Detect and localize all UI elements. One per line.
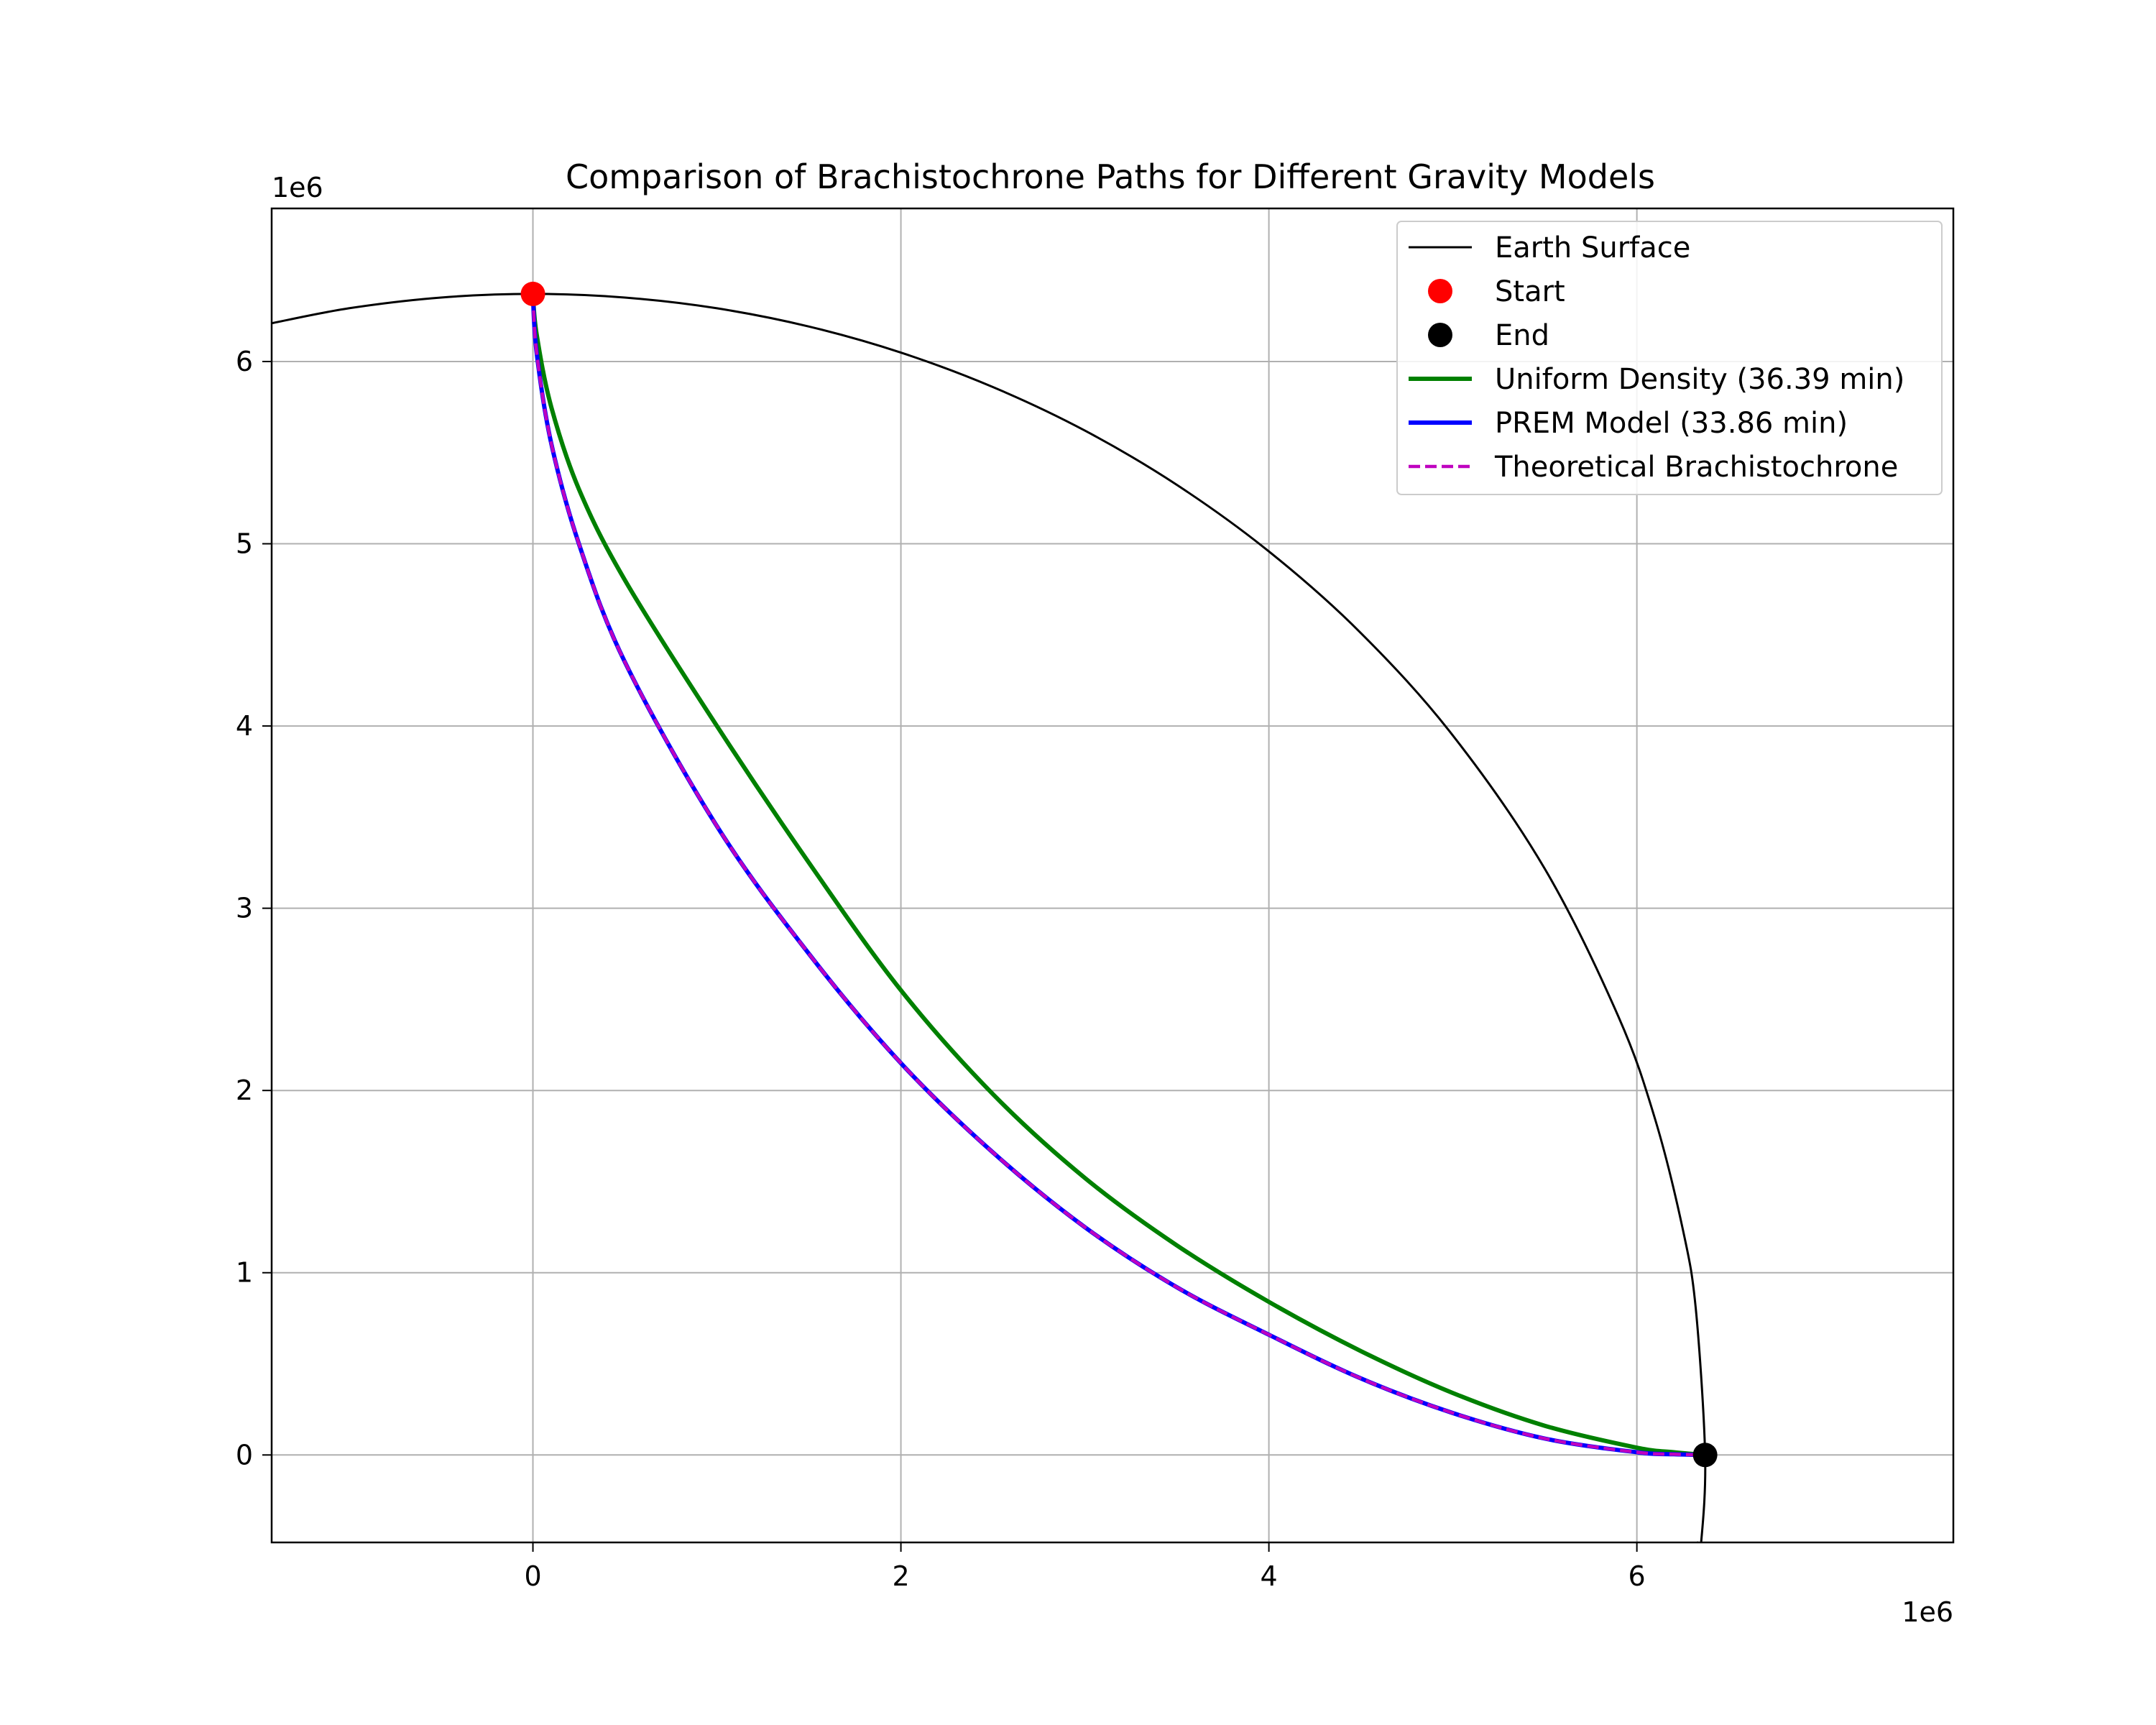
y-tick-label: 0 (236, 1439, 253, 1471)
legend-label: Theoretical Brachistochrone (1494, 451, 1898, 484)
y-tick-label: 3 (236, 893, 253, 924)
chart-title: Comparison of Brachistochrone Paths for … (566, 157, 1655, 196)
legend-label: PREM Model (33.86 min) (1495, 407, 1848, 440)
legend-item-start: Start (1428, 275, 1565, 308)
legend-label: End (1495, 319, 1549, 352)
end-marker (1692, 1443, 1718, 1468)
x-tick-label: 0 (524, 1560, 541, 1592)
y-tick-label: 4 (236, 710, 253, 742)
x-tick-label: 4 (1261, 1560, 1278, 1592)
y-tick-label: 5 (236, 528, 253, 560)
legend-item-uniform-density: Uniform Density (36.39 min) (1409, 363, 1904, 396)
legend-label: Start (1495, 275, 1565, 308)
y-tick-label: 1 (236, 1257, 253, 1289)
start-marker (520, 281, 545, 306)
legend-marker (1428, 279, 1452, 303)
x-tick-label: 6 (1628, 1560, 1646, 1592)
x-tick-label: 2 (892, 1560, 909, 1592)
legend-item-theoretical-brachistochrone: Theoretical Brachistochrone (1409, 451, 1898, 484)
uniform-density-line (530, 293, 1705, 1458)
earth-surface-line (272, 293, 1707, 1542)
legend-marker (1428, 323, 1452, 347)
legend-item-prem-model: PREM Model (33.86 min) (1409, 407, 1848, 440)
legend-box (1396, 221, 1943, 495)
plot-series (272, 281, 1718, 1542)
legend-label: Earth Surface (1495, 231, 1690, 264)
y-tick-label: 2 (236, 1075, 253, 1106)
legend-item-earth-surface: Earth Surface (1409, 231, 1690, 264)
axis-ticks: 0 2 4 6 0 1 2 3 4 5 6 (236, 346, 1646, 1592)
legend-label: Uniform Density (36.39 min) (1495, 363, 1904, 396)
legend: Earth Surface Start End Uniform Density (36… (1396, 221, 1943, 495)
theoretical-brachistochrone-line (531, 293, 1705, 1457)
y-tick-label: 6 (236, 346, 253, 377)
x-offset-label: 1e6 (1902, 1596, 1953, 1628)
y-offset-label: 1e6 (272, 172, 323, 203)
plot-frame (270, 207, 1955, 1544)
legend-item-end: End (1428, 319, 1549, 352)
